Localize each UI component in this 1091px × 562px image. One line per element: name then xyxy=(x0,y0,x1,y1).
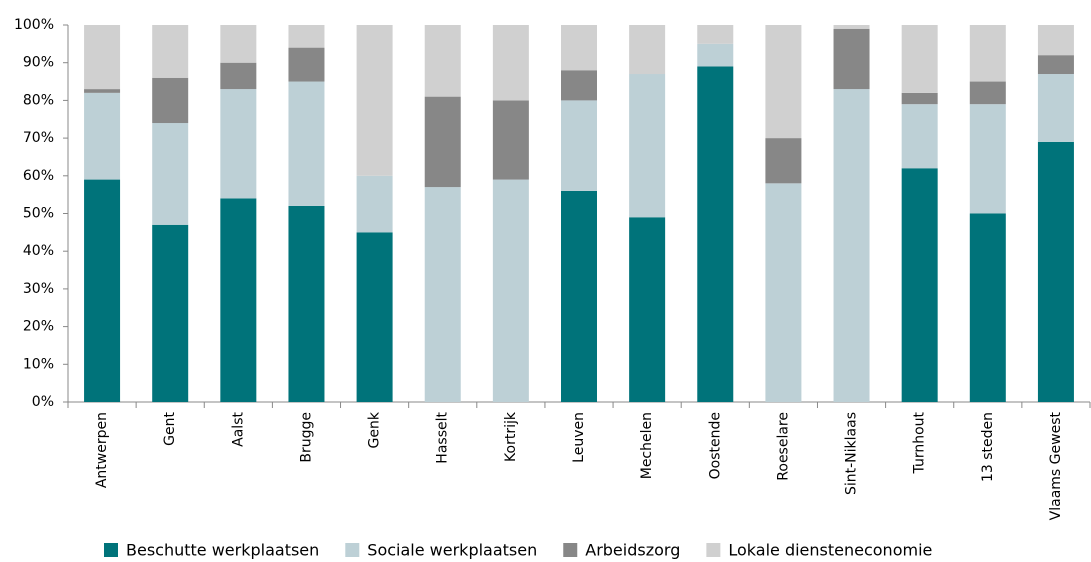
bar-segment xyxy=(833,89,870,402)
legend-label: Arbeidszorg xyxy=(585,541,680,560)
x-tick-label: Genk xyxy=(367,411,383,448)
bar-segment xyxy=(1037,74,1074,142)
x-tick-label: 13 steden xyxy=(980,412,996,482)
y-tick-label: 100% xyxy=(14,17,54,33)
bar-segment xyxy=(492,179,529,402)
x-tick-label: Leuven xyxy=(571,412,587,463)
bar-segment xyxy=(629,217,666,402)
bar-segment xyxy=(288,81,325,206)
bar-segment xyxy=(152,123,189,225)
x-tick-label: Antwerpen xyxy=(94,412,110,488)
bar-segment xyxy=(901,104,938,169)
x-tick-label: Kortrijk xyxy=(503,411,519,462)
bar-segment xyxy=(765,183,802,402)
y-tick-label: 40% xyxy=(23,243,54,259)
bar-segment xyxy=(901,168,938,402)
bar-segment xyxy=(424,187,461,402)
legend-label: Beschutte werkplaatsen xyxy=(126,541,319,560)
bar-segment xyxy=(152,25,189,78)
bar-segment xyxy=(1037,141,1074,402)
bar-segment xyxy=(220,198,257,402)
x-tick-label: Sint-Niklaas xyxy=(844,412,860,495)
bar-segment xyxy=(84,89,121,93)
bar-segment xyxy=(424,25,461,97)
bar-segment xyxy=(833,25,870,29)
bar-segment xyxy=(697,66,734,402)
bar-segment xyxy=(561,25,597,71)
legend-swatch xyxy=(563,543,578,557)
x-tick-label: Aalst xyxy=(230,412,246,447)
bar-segment xyxy=(1037,25,1074,56)
bar-segment xyxy=(356,232,393,402)
y-tick-label: 20% xyxy=(23,319,54,335)
bar-segment xyxy=(84,25,121,90)
y-tick-label: 60% xyxy=(23,168,54,184)
x-tick-label: Turnhout xyxy=(912,411,928,474)
y-tick-label: 80% xyxy=(23,92,54,108)
bar-segment xyxy=(1037,55,1074,75)
bar-segment xyxy=(220,25,257,63)
x-tick-label: Vlaams Gewest xyxy=(1048,412,1064,521)
legend-swatch xyxy=(104,543,118,557)
bar-segment xyxy=(356,25,393,176)
bar-segment xyxy=(969,81,1006,105)
legend-label: Sociale werkplaatsen xyxy=(367,541,537,560)
legend-swatch xyxy=(345,543,360,557)
x-tick-label: Gent xyxy=(162,411,178,445)
bar-segment xyxy=(288,47,325,82)
y-tick-label: 70% xyxy=(23,130,54,146)
bar-segment xyxy=(629,25,666,75)
x-tick-label: Oostende xyxy=(707,412,723,479)
x-tick-label: Brugge xyxy=(298,412,314,463)
x-tick-label: Hasselt xyxy=(435,411,451,463)
bar-segment xyxy=(833,28,870,90)
bar-segment xyxy=(765,138,802,184)
bar-segment xyxy=(356,175,393,233)
legend-swatch xyxy=(706,543,721,557)
bar-segment xyxy=(492,25,529,101)
bar-segment xyxy=(765,25,802,139)
bar-segment xyxy=(561,190,597,402)
bar-segment xyxy=(220,89,257,199)
bar-segment xyxy=(629,74,666,218)
bar-segment xyxy=(561,70,597,101)
bar-segment xyxy=(901,92,938,105)
bar-segment xyxy=(969,25,1006,82)
y-tick-label: 30% xyxy=(23,281,54,297)
bar-segment xyxy=(969,104,1006,214)
bar-segment xyxy=(561,100,597,191)
x-tick-label: Mechelen xyxy=(639,412,655,479)
y-tick-label: 90% xyxy=(23,55,54,71)
bar-segment xyxy=(84,179,121,402)
bar-segment xyxy=(220,62,257,90)
bar-segment xyxy=(288,205,325,402)
bar-segment xyxy=(697,25,734,44)
bar-segment xyxy=(492,100,529,180)
y-tick-label: 10% xyxy=(23,356,54,372)
y-tick-label: 0% xyxy=(32,394,54,410)
bar-segment xyxy=(424,96,461,188)
bar-segment xyxy=(84,92,121,180)
bar-segment xyxy=(697,43,734,67)
legend-label: Lokale diensteneconomie xyxy=(728,541,932,560)
bar-segment xyxy=(288,25,325,48)
x-tick-label: Roeselare xyxy=(775,412,791,481)
bar-segment xyxy=(152,224,189,402)
bar-segment xyxy=(969,213,1006,402)
y-tick-label: 50% xyxy=(23,206,54,222)
bar-segment xyxy=(152,77,189,124)
bar-segment xyxy=(901,25,938,93)
